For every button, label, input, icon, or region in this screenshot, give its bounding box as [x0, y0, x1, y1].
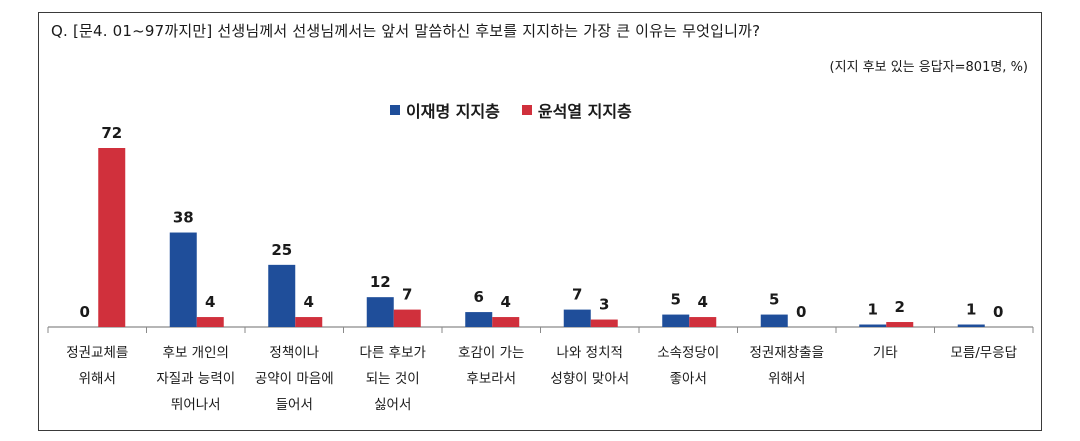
- category-label: 후보 개인의: [163, 345, 229, 361]
- bar-series1: [268, 264, 296, 327]
- category-label: 정책이나: [269, 345, 319, 361]
- data-label: 12: [370, 273, 391, 291]
- category-label: 기타: [873, 345, 898, 361]
- bar-series1: [662, 314, 690, 327]
- category-label: 위해서: [79, 371, 116, 387]
- bar-series2: [590, 319, 618, 327]
- data-label: 3: [599, 296, 609, 314]
- chart-question: Q. [문4. 01~97까지만] 선생님께서 선생님께서는 앞서 말씀하신 후…: [51, 22, 761, 40]
- category-label: 소속정당이: [657, 345, 719, 361]
- category-label: 모름/무응답: [950, 345, 1017, 361]
- bar-series1: [465, 312, 493, 327]
- legend-item-series2: 윤석열 지지층: [521, 98, 632, 122]
- category-label: 다른 후보가: [360, 345, 426, 361]
- bar-series2: [689, 317, 717, 327]
- bar-series2: [295, 317, 323, 327]
- category-label: 좋아서: [670, 371, 707, 387]
- data-label: 25: [271, 241, 292, 259]
- data-label: 1: [966, 301, 976, 319]
- category-label: 위해서: [768, 371, 805, 387]
- category-label: 호감이 가는: [458, 345, 524, 361]
- data-label: 5: [769, 291, 779, 309]
- bar-series1: [169, 232, 197, 327]
- chart-legend: 이재명 지지층 윤석열 지지층: [390, 98, 632, 122]
- bar-series2: [98, 148, 126, 327]
- bar-series2: [492, 317, 520, 327]
- data-label: 7: [572, 286, 582, 304]
- category-label: 들어서: [276, 397, 313, 413]
- legend-label-series2: 윤석열 지지층: [537, 102, 632, 121]
- data-label: 7: [402, 286, 412, 304]
- data-label: 6: [474, 288, 484, 306]
- bar-series1: [859, 324, 887, 327]
- data-label: 0: [993, 303, 1003, 321]
- data-label: 1: [868, 301, 878, 319]
- category-label: 성향이 맞아서: [550, 371, 629, 387]
- category-label: 뛰어나서: [171, 397, 221, 413]
- legend-swatch-series2: [521, 105, 532, 115]
- bar-series2: [393, 309, 421, 327]
- category-label: 공약이 마음에: [255, 371, 334, 387]
- bar-series1: [760, 314, 788, 327]
- bar-series1: [563, 309, 591, 327]
- data-label: 4: [304, 293, 314, 311]
- category-label: 싫어서: [374, 397, 411, 413]
- category-label: 후보라서: [466, 371, 516, 387]
- chart-frame: [38, 12, 1042, 431]
- bar-series2: [886, 322, 914, 327]
- data-label: 0: [80, 303, 90, 321]
- category-label: 나와 정치적: [557, 345, 623, 361]
- data-label: 0: [796, 303, 806, 321]
- data-label: 4: [698, 293, 708, 311]
- respondent-note: (지지 후보 있는 응답자=801명, %): [829, 60, 1028, 75]
- bar-series1: [957, 324, 985, 327]
- data-label: 5: [671, 291, 681, 309]
- category-label: 정권교체를: [66, 345, 128, 361]
- data-label: 2: [895, 298, 905, 316]
- data-label: 72: [101, 124, 122, 142]
- data-label: 38: [173, 209, 194, 227]
- category-label: 자질과 능력이: [156, 371, 235, 387]
- data-label: 4: [205, 293, 215, 311]
- legend-label-series1: 이재명 지지층: [406, 102, 500, 121]
- data-label: 4: [501, 293, 511, 311]
- bar-series2: [196, 317, 224, 327]
- legend-item-series1: 이재명 지지층: [390, 98, 500, 122]
- category-label: 정권재창출을: [749, 345, 824, 361]
- bar-series1: [366, 297, 394, 327]
- legend-swatch-series1: [390, 105, 400, 115]
- category-label: 되는 것이: [366, 371, 420, 387]
